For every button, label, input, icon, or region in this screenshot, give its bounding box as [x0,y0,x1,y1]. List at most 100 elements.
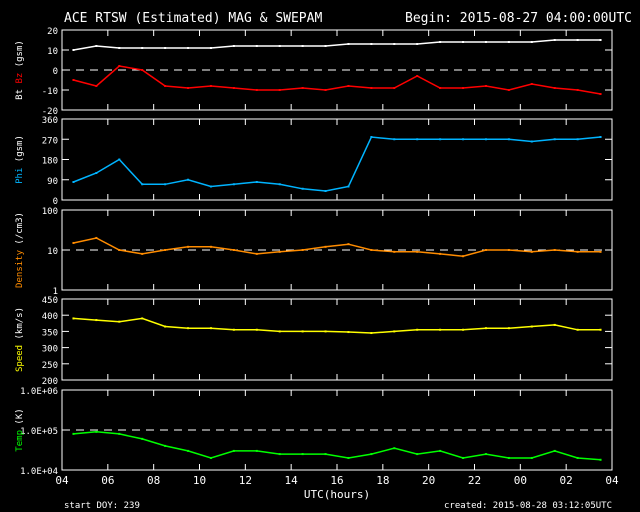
data-point-bt [278,45,281,47]
data-point-density [118,249,121,251]
data-point-speed [141,317,144,320]
y-axis-label-part: Density [15,249,25,288]
data-point-speed [530,325,533,328]
data-point-density [370,249,373,251]
y-axis-label: Bt Bz (gsm) [15,40,25,100]
y-tick-label: 200 [42,377,58,387]
y-axis-label: Temp (K) [15,408,25,451]
data-point-speed [462,328,465,331]
panel-bt: 20 10 0 -10 -20 Bt Bz (gsm) [15,27,613,117]
data-point-speed [599,328,602,331]
x-tick-label: 14 [285,474,299,487]
data-point-density [187,245,190,248]
data-point-bt [370,43,373,45]
data-point-phi [209,185,212,188]
series-speed-line [73,317,601,334]
data-point-speed [118,320,121,323]
x-tick-label: 04 [605,474,619,487]
data-point-temp [118,432,121,435]
y-tick-label: 270 [42,136,58,146]
data-point-phi [187,178,190,181]
x-tick-label: 06 [101,474,114,487]
data-point-density [393,250,396,253]
data-point-temp [576,456,579,459]
data-point-density [462,255,465,258]
x-axis-label: UTC(hours) [304,488,370,501]
data-point-speed [72,317,75,320]
series-bt-line [73,39,601,51]
data-point-temp [530,456,533,459]
y-tick-label: 0 [53,67,58,77]
data-point-bz [255,89,258,91]
data-point-speed [324,330,327,333]
y-tick-label: -10 [42,87,58,97]
series-phi-line [73,136,601,192]
y-tick-label: 1.0E+04 [20,467,58,477]
data-point-bt [484,41,487,43]
data-point-bz [95,85,98,87]
data-point-phi [439,138,442,141]
data-point-bz [484,85,487,87]
data-point-bt [95,45,98,47]
panel-temp: 1.0E+06 1.0E+05 1.0E+04 Temp (K) [15,387,613,477]
data-point-temp [484,453,487,456]
data-point-bz [393,87,396,89]
data-point-temp [439,449,442,452]
series-bz-line [73,65,601,95]
data-point-bt [255,45,258,47]
y-tick-label: 360 [42,116,58,126]
data-point-phi [301,187,304,190]
data-point-phi [95,172,98,174]
data-point-speed [164,325,167,328]
data-point-bz [439,87,442,89]
data-point-temp [507,456,510,459]
y-axis-label: Speed (km/s) [15,307,25,372]
data-point-density [209,245,212,248]
data-point-phi [530,140,533,143]
data-point-bz [370,87,373,89]
created-time: created: 2015-08-28 03:12:05UTC [444,501,612,511]
data-point-speed [553,323,556,326]
data-point-temp [255,449,258,452]
data-point-speed [370,332,373,335]
data-point-speed [347,331,350,334]
data-point-density [301,249,304,251]
data-point-bz [553,87,556,89]
data-point-phi [462,138,465,141]
panel-frame [61,118,613,201]
data-point-speed [209,327,212,330]
data-point-phi [72,181,75,183]
data-point-bz [72,79,75,81]
panel-density: 100 10 1 Density (/cm3) [15,207,613,297]
data-point-speed [393,330,396,333]
x-tick-label: 22 [468,474,481,487]
data-point-density [507,249,510,251]
data-point-bt [393,43,396,45]
y-axis-label-part: (K) [15,408,25,430]
y-axis-label-part: (gsm) [15,40,25,73]
data-point-bz [576,89,579,91]
y-tick-label: 1 [53,287,58,297]
data-point-bz [347,85,350,87]
data-point-phi [232,183,235,186]
y-tick-label: 0 [53,197,58,207]
x-tick-label: 16 [330,474,343,487]
y-tick-label: 180 [42,157,58,167]
y-tick-label: 1.0E+05 [20,427,58,437]
data-point-bz [232,87,235,89]
data-point-density [232,249,235,251]
data-point-speed [301,330,304,333]
data-point-speed [484,327,487,330]
start-doy: start DOY: 239 [64,501,140,511]
data-point-speed [507,327,510,330]
data-point-phi [599,136,602,138]
data-point-speed [255,328,258,331]
data-point-bz [278,89,281,91]
data-point-phi [141,183,144,186]
y-axis-label-part: (km/s) [15,307,25,345]
y-tick-label: 250 [42,361,58,371]
data-point-bz [530,83,533,85]
data-point-bz [301,87,304,89]
data-point-bt [301,45,304,47]
series-density-line [73,237,601,257]
